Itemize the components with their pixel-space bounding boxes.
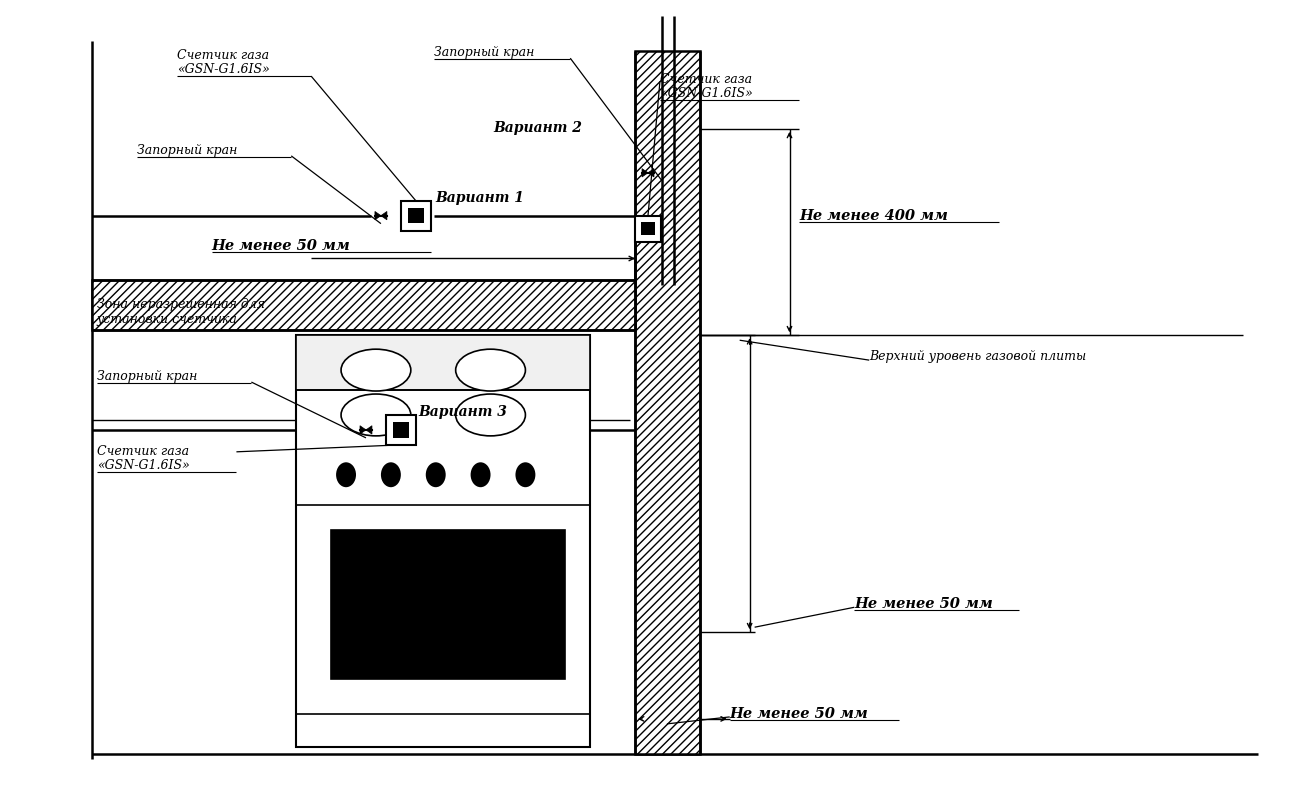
Text: «GSN-G1.6IS»: «GSN-G1.6IS» <box>660 87 753 100</box>
Text: Запорный кран: Запорный кран <box>434 47 534 59</box>
Text: Вариант 1: Вариант 1 <box>435 191 525 205</box>
Polygon shape <box>381 212 386 220</box>
Ellipse shape <box>341 349 411 391</box>
Text: Счетчик газа: Счетчик газа <box>660 73 752 86</box>
Text: Не менее 400 мм: Не менее 400 мм <box>800 209 948 223</box>
Text: установки счетчика: установки счетчика <box>97 314 238 326</box>
Polygon shape <box>360 426 366 434</box>
Ellipse shape <box>341 394 411 435</box>
Text: Вариант 2: Вариант 2 <box>494 121 583 135</box>
Bar <box>408 208 424 224</box>
Bar <box>641 222 655 235</box>
Text: Не менее 50 мм: Не менее 50 мм <box>212 238 350 253</box>
Ellipse shape <box>336 462 357 487</box>
Ellipse shape <box>470 462 491 487</box>
Ellipse shape <box>426 462 446 487</box>
Polygon shape <box>642 168 649 177</box>
Polygon shape <box>649 168 654 177</box>
Ellipse shape <box>456 394 526 435</box>
Text: Вариант 3: Вариант 3 <box>419 405 508 419</box>
Text: Счетчик газа: Счетчик газа <box>177 49 269 63</box>
Text: Счетчик газа: Счетчик газа <box>97 445 189 458</box>
Text: Не менее 50 мм: Не менее 50 мм <box>730 707 868 721</box>
Text: Не менее 50 мм: Не менее 50 мм <box>854 597 994 611</box>
Text: «GSN-G1.6IS»: «GSN-G1.6IS» <box>177 63 269 76</box>
Bar <box>92 281 636 330</box>
Ellipse shape <box>381 462 401 487</box>
Bar <box>331 529 566 679</box>
Bar <box>296 335 590 747</box>
Polygon shape <box>366 426 372 434</box>
Text: Зона неразрешенная для: Зона неразрешенная для <box>97 298 265 311</box>
Ellipse shape <box>456 349 526 391</box>
Bar <box>636 216 662 241</box>
Bar <box>393 422 408 438</box>
Bar <box>636 51 700 754</box>
Polygon shape <box>375 212 381 220</box>
Text: Запорный кран: Запорный кран <box>137 144 238 157</box>
Bar <box>401 200 430 231</box>
Bar <box>386 415 416 445</box>
Bar <box>296 335 590 390</box>
Text: Запорный кран: Запорный кран <box>97 370 198 383</box>
Ellipse shape <box>516 462 535 487</box>
Text: «GSN-G1.6IS»: «GSN-G1.6IS» <box>97 459 190 472</box>
Text: Верхний уровень газовой плиты: Верхний уровень газовой плиты <box>870 350 1087 363</box>
